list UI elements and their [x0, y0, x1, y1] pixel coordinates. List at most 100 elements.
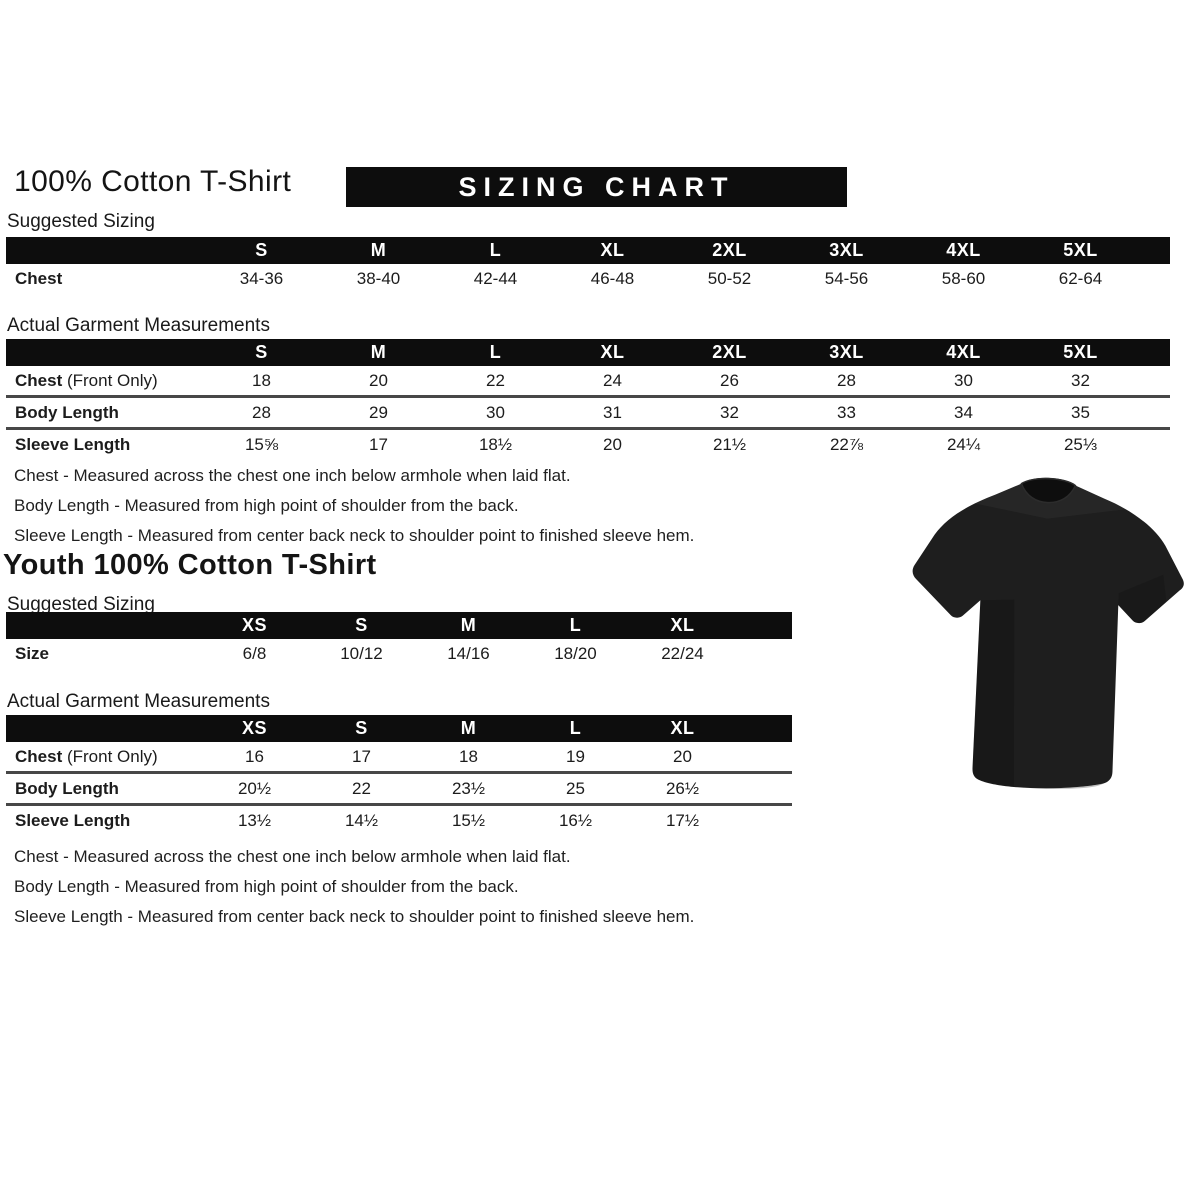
size-column-header: S: [255, 240, 268, 260]
size-column-header: XL: [600, 342, 625, 362]
table-header-row: XS S M L XL: [6, 715, 792, 742]
size-column-header: S: [255, 342, 268, 362]
note-sleeve-length: Sleeve Length - Measured from center bac…: [14, 907, 695, 926]
table-header-row: S M L XL 2XL 3XL 4XL 5XL: [6, 339, 1170, 366]
measurement-value: 16: [245, 746, 264, 766]
measurement-value: 23½: [451, 778, 486, 798]
adult-measurement-notes: Chest - Measured across the chest one in…: [14, 461, 694, 551]
size-column-header: 4XL: [946, 240, 981, 260]
measurement-value: 50-52: [707, 268, 752, 288]
measurement-value: 22: [352, 778, 371, 798]
size-column-header: L: [569, 615, 582, 635]
measurement-value: 34: [954, 402, 973, 422]
measurement-value: 26½: [665, 778, 700, 798]
measurement-value: 18½: [478, 434, 513, 454]
measurement-value: 32: [1071, 370, 1090, 390]
table-row: Body Length 20½ 22 23½ 25 26½: [6, 771, 792, 803]
measurement-value: 32: [720, 402, 739, 422]
measurement-value: 14/16: [447, 643, 490, 663]
measurement-value: 15½: [451, 810, 486, 830]
sizing-chart-banner-text: SIZING CHART: [458, 171, 735, 202]
measurement-value: 18: [459, 746, 478, 766]
youth-suggested-sizing-label: Suggested Sizing: [7, 594, 155, 615]
youth-measurement-notes: Chest - Measured across the chest one in…: [14, 842, 694, 932]
size-column-header: M: [370, 342, 387, 362]
size-column-header: 3XL: [829, 342, 864, 362]
measurement-value: 18/20: [554, 643, 597, 663]
measurement-value: 21½: [712, 434, 747, 454]
size-column-header: 2XL: [712, 342, 747, 362]
measurement-value: 10/12: [340, 643, 383, 663]
measurement-value: 28: [837, 370, 856, 390]
row-label: Size: [15, 643, 50, 663]
measurement-value: 58-60: [941, 268, 986, 288]
measurement-value: 20: [603, 434, 622, 454]
black-tshirt-graphic: [912, 477, 1184, 789]
measurement-value: 34-36: [239, 268, 284, 288]
youth-suggested-sizing-table: XS S M L XL Size 6/8 10/12 14/16 18/20 22/24: [6, 612, 792, 668]
measurement-value: 35: [1071, 402, 1090, 422]
black-tshirt-image: [887, 463, 1199, 818]
adult-suggested-sizing-table: S M L XL 2XL 3XL 4XL 5XL Chest 34-36 38-40 42-44 46-…: [6, 237, 1170, 293]
table-row: Sleeve Length 13½ 14½ 15½ 16½ 17½: [6, 803, 792, 835]
measurement-value: 14½: [344, 810, 379, 830]
size-column-header: L: [489, 240, 502, 260]
table-header-row: S M L XL 2XL 3XL 4XL 5XL: [6, 237, 1170, 264]
measurement-value: 20: [673, 746, 692, 766]
measurement-value: 24¼: [946, 434, 981, 454]
measurement-value: 20: [369, 370, 388, 390]
measurement-value: 17: [352, 746, 371, 766]
measurement-value: 18: [252, 370, 271, 390]
table-row: Chest 34-36 38-40 42-44 46-48 50-52 54-56 58-60…: [6, 264, 1170, 293]
measurement-value: 6/8: [242, 643, 267, 663]
note-body-length: Body Length - Measured from high point o…: [14, 496, 519, 515]
size-column-header: 3XL: [829, 240, 864, 260]
size-column-header: L: [489, 342, 502, 362]
table-row: Sleeve Length 15⅝ 17 18½ 20 21½ 22⅞ 24¼ 25⅓: [6, 427, 1170, 459]
measurement-value: 25⅓: [1063, 434, 1098, 454]
note-sleeve-length: Sleeve Length - Measured from center bac…: [14, 526, 695, 545]
size-column-header: S: [355, 718, 368, 738]
measurement-value: 22: [486, 370, 505, 390]
measurement-value: 26: [720, 370, 739, 390]
row-label: Body Length: [15, 402, 119, 422]
row-label: Sleeve Length: [15, 810, 131, 830]
table-row: Body Length 28 29 30 31 32 33 34 35: [6, 395, 1170, 427]
size-column-header: S: [355, 615, 368, 635]
note-chest: Chest - Measured across the chest one in…: [14, 847, 571, 866]
measurement-value: 62-64: [1058, 268, 1103, 288]
adult-section-title: 100% Cotton T-Shirt: [14, 165, 292, 198]
youth-measurements-label: Actual Garment Measurements: [7, 691, 270, 712]
table-row: Chest (Front Only) 16 17 18 19 20: [6, 742, 792, 771]
measurement-value: 17½: [665, 810, 700, 830]
row-label: Chest (Front Only): [15, 746, 158, 766]
measurement-value: 54-56: [824, 268, 869, 288]
size-column-header: L: [569, 718, 582, 738]
measurement-value: 30: [486, 402, 505, 422]
measurement-value: 17: [369, 434, 388, 454]
size-column-header: XL: [670, 718, 695, 738]
size-column-header: XL: [600, 240, 625, 260]
size-column-header: XS: [241, 718, 267, 738]
size-column-header: XS: [241, 615, 267, 635]
measurement-value: 29: [369, 402, 388, 422]
measurement-value: 15⅝: [244, 434, 279, 454]
row-label: Sleeve Length: [15, 434, 131, 454]
size-column-header: M: [370, 240, 387, 260]
measurement-value: 22⅞: [829, 434, 864, 454]
measurement-value: 42-44: [473, 268, 518, 288]
measurement-value: 20½: [237, 778, 272, 798]
size-column-header: 2XL: [712, 240, 747, 260]
size-column-header: 4XL: [946, 342, 981, 362]
measurement-value: 24: [603, 370, 622, 390]
adult-measurements-table: S M L XL 2XL 3XL 4XL 5XL Chest (Front Only) 18 20 2…: [6, 339, 1170, 459]
measurement-value: 25: [566, 778, 585, 798]
size-column-header: XL: [670, 615, 695, 635]
row-label: Chest (Front Only): [15, 370, 158, 390]
measurement-value: 22/24: [661, 643, 704, 663]
size-column-header: M: [460, 615, 477, 635]
youth-section-title: Youth 100% Cotton T-Shirt: [3, 549, 377, 581]
note-chest: Chest - Measured across the chest one in…: [14, 466, 571, 485]
measurement-value: 46-48: [590, 268, 635, 288]
